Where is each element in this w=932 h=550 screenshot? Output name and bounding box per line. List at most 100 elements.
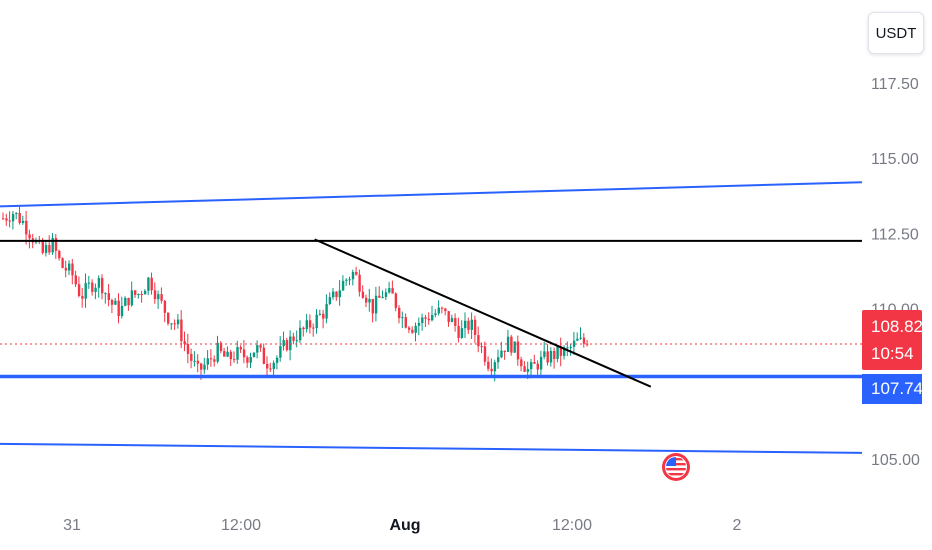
candle bbox=[388, 281, 391, 294]
candle bbox=[503, 350, 506, 360]
candle bbox=[206, 350, 209, 370]
descending-line bbox=[314, 238, 652, 388]
candle bbox=[190, 348, 193, 369]
bar-countdown: 10:54 bbox=[871, 344, 914, 363]
candle bbox=[464, 312, 467, 339]
candle bbox=[345, 278, 348, 286]
candle bbox=[15, 212, 18, 220]
channel-upper-line bbox=[0, 181, 863, 208]
price-tick-label: 117.50 bbox=[871, 76, 919, 93]
candle bbox=[25, 210, 28, 245]
candle bbox=[305, 313, 308, 333]
candle bbox=[421, 313, 424, 331]
candle bbox=[444, 307, 447, 316]
candle bbox=[467, 317, 470, 334]
candle bbox=[183, 331, 186, 352]
candle bbox=[272, 360, 275, 377]
candle bbox=[341, 275, 345, 291]
candle bbox=[477, 326, 480, 353]
candle bbox=[384, 288, 388, 301]
candle bbox=[374, 286, 378, 322]
candle bbox=[143, 289, 147, 295]
candle bbox=[18, 205, 21, 225]
candle bbox=[450, 314, 454, 323]
candle bbox=[239, 345, 242, 354]
candle bbox=[150, 272, 153, 295]
candle bbox=[497, 349, 500, 369]
candle bbox=[325, 294, 328, 324]
candle bbox=[417, 317, 421, 336]
candle bbox=[516, 335, 520, 366]
candle bbox=[130, 281, 134, 307]
candle bbox=[308, 314, 312, 334]
candle bbox=[434, 308, 437, 318]
candle bbox=[114, 297, 117, 305]
candle bbox=[457, 317, 460, 343]
candle bbox=[275, 355, 279, 370]
candle bbox=[209, 349, 213, 367]
candle bbox=[77, 276, 81, 298]
time-tick-label: 12:00 bbox=[221, 517, 261, 534]
currency-button[interactable]: USDT bbox=[868, 12, 924, 54]
candle bbox=[348, 276, 351, 286]
candle bbox=[140, 290, 143, 303]
current-price-tag: 108.82 10:54 bbox=[862, 310, 923, 370]
us-event-flag-icon[interactable] bbox=[661, 447, 691, 489]
channel-lower-line bbox=[0, 442, 863, 454]
candle bbox=[87, 275, 91, 289]
candle bbox=[424, 314, 427, 328]
candle bbox=[58, 249, 61, 261]
candle bbox=[299, 320, 302, 344]
candle bbox=[134, 289, 137, 298]
candle bbox=[203, 357, 206, 374]
candle bbox=[431, 305, 434, 322]
candle bbox=[252, 352, 256, 358]
candle bbox=[157, 290, 160, 309]
candle bbox=[173, 319, 176, 330]
candle bbox=[533, 354, 536, 364]
candle bbox=[549, 347, 553, 367]
candle bbox=[127, 297, 130, 311]
price-tick-label: 112.50 bbox=[871, 226, 919, 243]
candle bbox=[282, 331, 285, 351]
price-tick-label: 115.00 bbox=[871, 151, 919, 168]
candle bbox=[322, 309, 325, 329]
candle bbox=[470, 312, 473, 340]
candle bbox=[54, 233, 58, 259]
candle bbox=[51, 233, 54, 255]
candle bbox=[447, 311, 450, 327]
currency-label: USDT bbox=[875, 24, 917, 42]
candle bbox=[506, 329, 510, 353]
candle bbox=[553, 347, 556, 369]
candle bbox=[586, 339, 589, 347]
candle bbox=[411, 326, 414, 334]
candle bbox=[292, 332, 295, 345]
candle bbox=[440, 306, 444, 314]
candle bbox=[213, 355, 216, 367]
candle bbox=[566, 341, 569, 357]
candle bbox=[120, 296, 124, 319]
candle bbox=[351, 269, 355, 286]
candle bbox=[104, 292, 107, 304]
candle bbox=[233, 351, 236, 363]
candle bbox=[91, 279, 94, 296]
candle bbox=[21, 215, 25, 225]
candle bbox=[483, 341, 487, 366]
candle bbox=[11, 210, 15, 230]
candle bbox=[137, 293, 140, 299]
time-axis[interactable]: 31 12:00 Aug 12:00 2 bbox=[63, 517, 741, 534]
candle bbox=[381, 290, 384, 299]
candle bbox=[71, 258, 74, 285]
candle bbox=[153, 282, 157, 304]
candle bbox=[180, 310, 183, 349]
candle bbox=[378, 286, 381, 298]
candle bbox=[107, 283, 110, 307]
candle bbox=[219, 341, 223, 354]
candle bbox=[110, 298, 114, 314]
candle bbox=[295, 330, 299, 348]
time-tick-label: 2 bbox=[733, 517, 742, 534]
candle bbox=[365, 294, 368, 308]
candle bbox=[414, 322, 417, 342]
